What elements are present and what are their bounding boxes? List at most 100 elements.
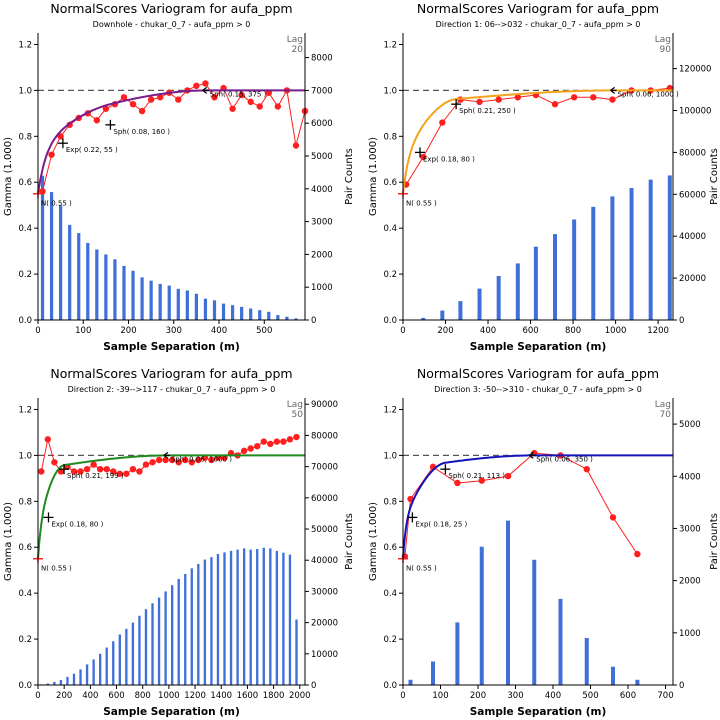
variogram-panel-downhole: NormalScores Variogram for aufa_ppm Downh… <box>3 1 355 353</box>
pair-count-bar <box>229 550 233 685</box>
y-tick-label: 1.2 <box>383 40 397 50</box>
y2-tick-label: 1000 <box>311 283 333 293</box>
y2-tick-label: 6000 <box>311 119 333 129</box>
x-axis-label: Sample Separation (m) <box>103 706 240 718</box>
y2-tick-label: 60000 <box>679 190 706 200</box>
pair-count-bar <box>532 559 537 685</box>
lag-value: 20 <box>292 45 304 55</box>
x-tick-label: 400 <box>211 326 227 336</box>
pair-count-bar <box>77 233 81 320</box>
pair-count-bar <box>185 290 189 320</box>
experimental-point <box>570 94 578 101</box>
y2-tick-label: 0 <box>311 316 316 326</box>
experimental-point <box>136 468 143 475</box>
nugget-label: N( 0.55 ) <box>406 565 437 573</box>
experimental-point <box>504 472 512 480</box>
x-tick-label: 600 <box>620 691 636 701</box>
y2-tick-label: 5000 <box>311 152 333 162</box>
variogram-panel-direction-1: NormalScores Variogram for aufa_ppm Direc… <box>368 1 720 353</box>
y2-tick-label: 60000 <box>311 494 338 504</box>
pair-count-bar <box>496 276 501 320</box>
pair-count-bar <box>66 676 69 685</box>
y2-axis-label: Pair Counts <box>344 148 355 205</box>
y2-tick-label: 80000 <box>679 148 706 158</box>
experimental-point <box>202 80 209 87</box>
pair-count-bar <box>122 265 126 320</box>
y2-tick-label: 40000 <box>679 232 706 242</box>
experimental-point <box>454 479 461 487</box>
pair-count-bar <box>59 205 63 320</box>
pair-count-bar <box>477 288 482 320</box>
structure-marker <box>202 89 208 94</box>
pair-count-bar <box>667 175 672 320</box>
structure-label: Sph( 0.21, 113 ) <box>448 472 505 480</box>
x-tick-label: 0 <box>35 326 40 336</box>
experimental-point <box>175 459 182 466</box>
y2-tick-label: 4000 <box>311 185 333 195</box>
structure-label: Sph( 0.21, 250 ) <box>459 107 516 115</box>
pair-count-bar <box>157 597 161 685</box>
pair-count-bar <box>104 254 108 320</box>
pair-count-bar <box>190 568 193 685</box>
y-tick-label: 0.2 <box>18 635 32 645</box>
pair-count-bar <box>176 288 180 320</box>
pair-count-bar <box>431 661 435 685</box>
y-axis-label: Gamma (1.000) <box>368 502 379 581</box>
variogram-model-curve <box>402 89 673 194</box>
pair-count-bar <box>288 554 292 685</box>
pair-count-bar <box>421 317 426 320</box>
nugget-label: N( 0.55 ) <box>41 200 72 208</box>
experimental-point <box>48 151 55 158</box>
experimental-point <box>147 96 155 103</box>
experimental-point <box>96 465 104 473</box>
structure-label: Sph( 0.21, 199 ) <box>67 472 124 480</box>
experimental-point <box>51 459 58 466</box>
experimental-point <box>609 514 617 521</box>
pair-count-bar <box>458 301 463 320</box>
lag-value: 70 <box>660 410 672 420</box>
experimental-point <box>77 468 84 475</box>
structure-label: Sph( 0.06, 1000 ) <box>171 455 232 463</box>
y-tick-label: 0.0 <box>383 316 397 326</box>
pair-count-bar <box>68 224 72 320</box>
variogram-model-curve <box>402 454 673 559</box>
y-axis-label: Gamma (1.000) <box>3 137 14 216</box>
y-tick-label: 1.2 <box>18 40 32 50</box>
pair-count-bar <box>184 573 187 685</box>
experimental-point <box>129 100 137 108</box>
y-tick-label: 0.8 <box>18 497 32 507</box>
experimental-point <box>57 133 64 140</box>
pair-count-bar <box>170 585 174 685</box>
experimental-point <box>273 438 281 445</box>
y-tick-label: 0.4 <box>383 589 397 599</box>
experimental-point <box>142 461 150 468</box>
y2-tick-label: 20000 <box>311 619 338 629</box>
pair-count-bar <box>59 680 63 685</box>
lag-label: Lag <box>655 400 671 410</box>
experimental-variogram-line <box>42 82 306 192</box>
pair-count-bar <box>506 520 510 685</box>
y2-tick-label: 1000 <box>679 629 701 639</box>
y-tick-label: 1.0 <box>18 86 32 96</box>
y2-tick-label: 90000 <box>311 400 338 410</box>
structure-marker <box>528 454 534 459</box>
experimental-point <box>211 94 218 101</box>
x-tick-label: 1800 <box>263 691 285 701</box>
experimental-point <box>90 461 97 468</box>
y-tick-label: 0.2 <box>383 270 397 280</box>
x-tick-label: 1600 <box>237 691 259 701</box>
experimental-point <box>254 443 261 450</box>
structure-marker <box>528 451 534 456</box>
y-tick-label: 0.0 <box>383 681 397 691</box>
experimental-point <box>120 94 128 101</box>
pair-count-bar <box>113 259 117 320</box>
pair-count-bar <box>648 179 653 320</box>
x-tick-label: 100 <box>75 326 91 336</box>
pair-count-bar <box>479 546 484 685</box>
experimental-point <box>551 100 559 108</box>
structure-label: Exp( 0.18, 80 ) <box>423 155 475 163</box>
chart-title: NormalScores Variogram for aufa_ppm <box>417 366 659 381</box>
pair-count-bar <box>210 557 213 685</box>
structure-marker <box>163 451 169 456</box>
